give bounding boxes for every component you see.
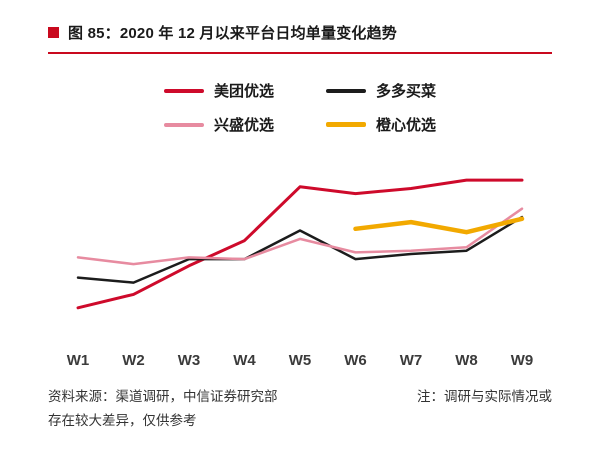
legend-item-meituan: 美团优选	[163, 80, 274, 101]
figure-title: 图 85：2020 年 12 月以来平台日均单量变化趋势	[68, 25, 398, 42]
x-axis-label-W7: W7	[400, 352, 423, 369]
figure-footer: 资料来源：渠道调研，中信证券研究部 注：调研与实际情况或 存在较大差异，仅供参考	[48, 385, 552, 434]
line-chart-canvas: W1 W2 W3 W4 W5 W6 W7 W8 W9	[67, 178, 534, 369]
title-bullet-square	[48, 27, 59, 38]
x-axis-label-W8: W8	[455, 352, 478, 369]
legend-label-meituan: 美团优选	[213, 83, 274, 100]
title-underline-rule	[48, 52, 552, 54]
x-axis-label-W9: W9	[511, 352, 534, 369]
note-text-line1: 注：调研与实际情况或	[417, 389, 552, 404]
line-chart: W1 W2 W3 W4 W5 W6 W7 W8 W9	[48, 137, 552, 375]
legend-label-chengxin: 橙心优选	[376, 117, 437, 134]
legend-label-xingsheng: 兴盛优选	[213, 117, 274, 134]
footer-row-2: 存在较大差异，仅供参考	[48, 409, 552, 433]
x-axis-label-W2: W2	[122, 352, 145, 369]
note-text-line2: 存在较大差异，仅供参考	[48, 413, 197, 429]
legend-item-xingsheng: 兴盛优选	[163, 114, 274, 135]
legend-label-duoduo: 多多买菜	[376, 83, 437, 100]
legend-item-duoduo: 多多买菜	[326, 80, 436, 101]
legend-swatch-xingsheng	[163, 122, 204, 127]
x-axis-label-W1: W1	[67, 352, 90, 369]
x-axis-label-W4: W4	[233, 352, 256, 369]
legend-swatch-chengxin	[326, 121, 366, 128]
x-axis-label-W3: W3	[178, 352, 201, 369]
x-axis-label-W6: W6	[344, 352, 367, 369]
chart-legend: 美团优选 多多买菜 兴盛优选 橙心优选	[163, 80, 436, 135]
legend-item-chengxin: 橙心优选	[326, 114, 436, 135]
series-line-多多买菜	[76, 215, 524, 284]
series-line-橙心优选	[353, 216, 525, 235]
footer-row-1: 资料来源：渠道调研，中信证券研究部 注：调研与实际情况或	[48, 385, 552, 409]
source-text: 资料来源：渠道调研，中信证券研究部	[48, 389, 278, 404]
series-line-美团优选	[76, 178, 524, 310]
x-axis-label-W5: W5	[289, 352, 312, 369]
series-line-兴盛优选	[76, 207, 524, 266]
figure-header: 图 85：2020 年 12 月以来平台日均单量变化趋势	[48, 22, 552, 43]
legend-swatch-duoduo	[326, 88, 366, 93]
figure-panel: 图 85：2020 年 12 月以来平台日均单量变化趋势 美团优选 多多买菜 兴…	[48, 22, 552, 434]
legend-swatch-meituan	[163, 88, 204, 93]
